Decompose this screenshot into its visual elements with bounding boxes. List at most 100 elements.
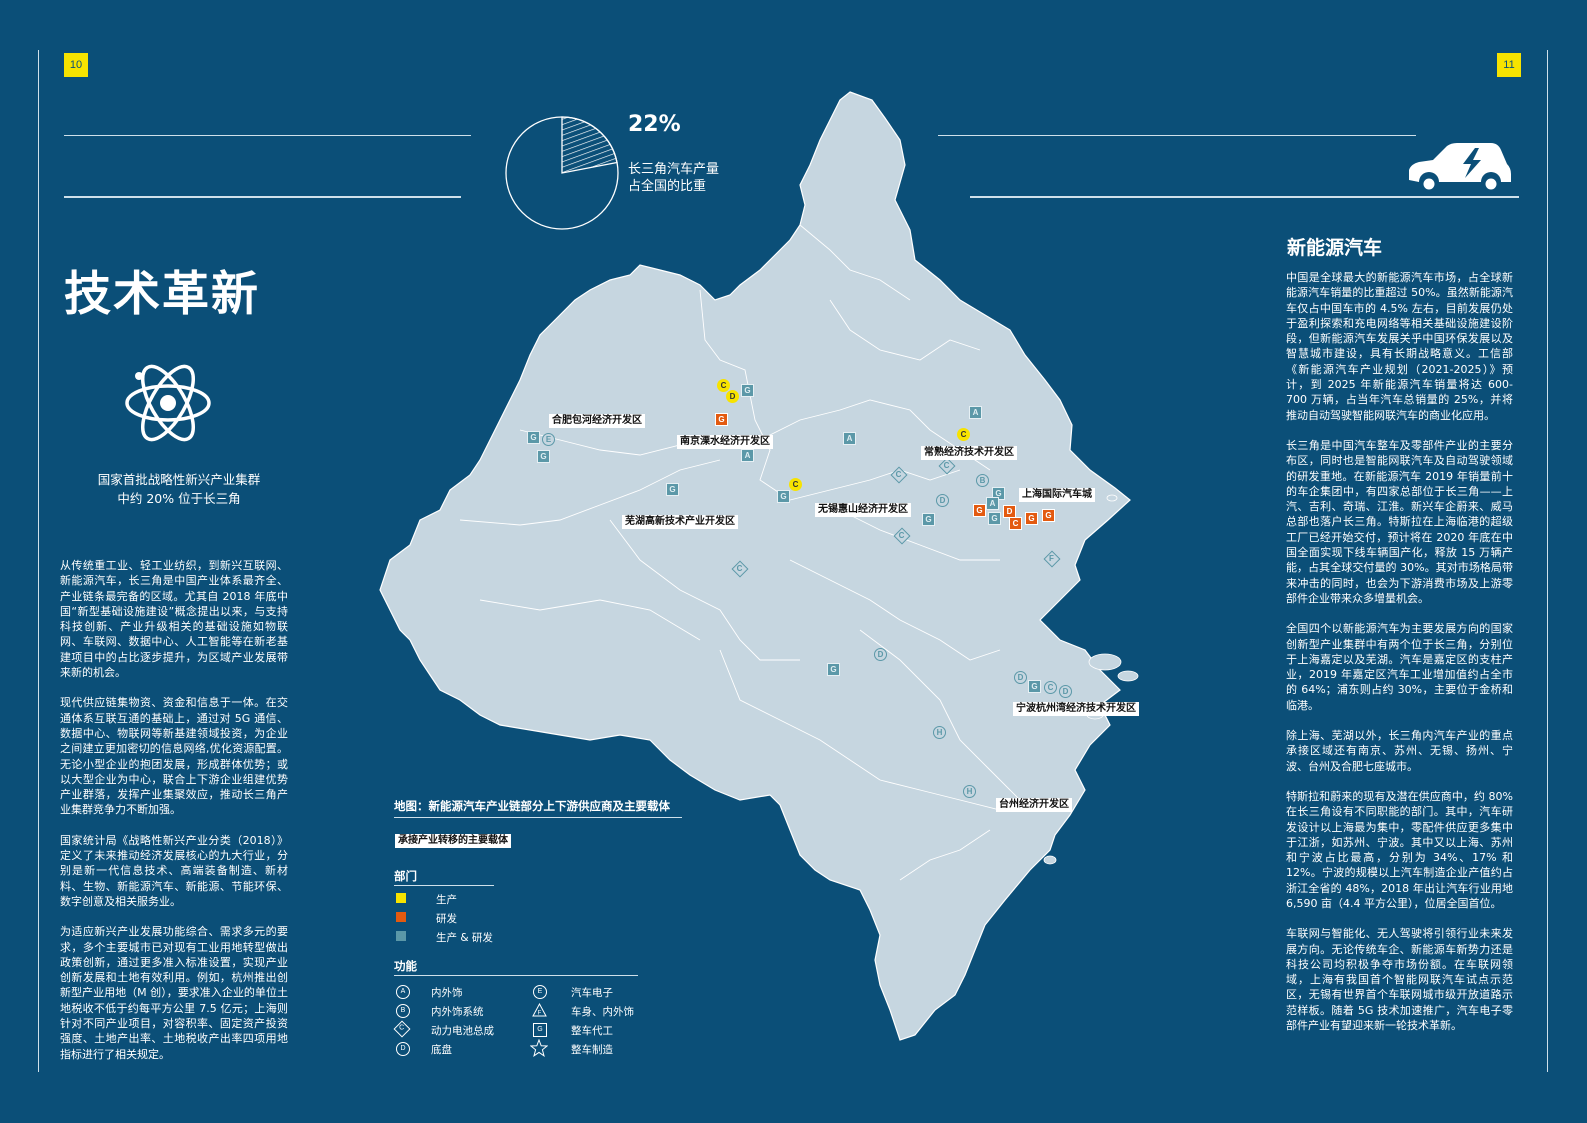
right-paragraph: 车联网与智能化、无人驾驶将引领行业未来发展方向。无论传统车企、新能源车新势力还是… [1286, 927, 1513, 1033]
legend-label-g: 整车代工 [571, 1025, 613, 1037]
left-border-line [38, 50, 39, 1072]
page-number-left: 10 [64, 53, 88, 77]
legend-department-heading: 部门 [394, 869, 417, 883]
marker-prod-rd-c: C [892, 468, 905, 481]
marker-rd-g: G [1042, 509, 1055, 522]
zone-label-changshu: 常熟经济技术开发区 [921, 446, 1017, 460]
legend-icon-e: E [533, 985, 547, 999]
region-landmass [379, 91, 1131, 1041]
marker-production-c: C [957, 428, 970, 441]
right-body-text: 中国是全球最大的新能源汽车市场，占全球新能源汽车销量的比重超过 50%。虽然新能… [1286, 270, 1513, 1048]
marker-prod-rd-g: G [988, 512, 1001, 525]
marker-prod-rd-g: G [922, 513, 935, 526]
marker-prod-rd-c: C [1044, 681, 1057, 694]
marker-prod-rd-f: F [1045, 552, 1058, 565]
marker-prod-rd-d: D [1059, 685, 1072, 698]
legend-swatch-rd [396, 912, 406, 922]
legend-label-production: 生产 [436, 894, 457, 906]
legend-function-heading: 功能 [394, 959, 417, 973]
zone-label-ningbo: 宁波杭州湾经济技术开发区 [1013, 702, 1139, 716]
stat-value: 22% [628, 112, 681, 137]
stat-label-line1: 长三角汽车产量 [628, 162, 720, 177]
map-title: 地图：新能源汽车产业链部分上下游供应商及主要载体 [394, 799, 670, 813]
marker-prod-rd-g: G [1028, 680, 1041, 693]
left-body-text: 从传统重工业、轻工业纺织，到新兴互联网、新能源汽车，长三角是中国产业体系最齐全、… [60, 558, 288, 1077]
legend-label-f: 车身、内外饰 [571, 1006, 634, 1018]
right-paragraph: 特斯拉和蔚来的现有及潜在供应商中，约 80% 在长三角设有不同职能的部门。其中，… [1286, 789, 1513, 910]
divider-right-bottom [970, 196, 1519, 198]
legend-label-rd: 研发 [436, 913, 457, 925]
page-title: 技术革新 [64, 267, 260, 322]
marker-rd-g: G [973, 504, 986, 517]
legend-label-prod-rd: 生产 & 研发 [436, 932, 493, 944]
marker-prod-rd-a: A [741, 449, 754, 462]
marker-prod-rd-c: C [733, 562, 746, 575]
right-paragraph: 全国四个以新能源汽车为主要发展方向的国家创新型产业集群中有两个位于长三角，分别位… [1286, 622, 1513, 712]
zone-label-nanjing: 南京溧水经济开发区 [677, 435, 773, 449]
legend-zone-sample: 承接产业转移的主要载体 [395, 834, 511, 848]
marker-prod-rd-g: G [666, 483, 679, 496]
atom-caption-line1: 国家首批战略性新兴产业集群 [97, 472, 261, 487]
yangtze-delta-map [379, 91, 1139, 1041]
marker-rd-g: G [715, 413, 728, 426]
right-border-line [1547, 50, 1548, 1072]
zone-label-taizhou: 台州经济开发区 [996, 798, 1072, 812]
stat-label-line2: 占全国的比重 [628, 179, 707, 194]
marker-prod-rd-c: C [895, 529, 908, 542]
stat-label: 长三角汽车产量 占全国的比重 [628, 161, 768, 195]
section-heading: 新能源汽车 [1287, 237, 1383, 259]
marker-rd-d: D [1003, 505, 1016, 518]
right-paragraph: 长三角是中国汽车整车及零部件产业的主要分布区，同时也是智能网联汽车及自动驾驶领域… [1286, 438, 1513, 605]
legend-icon-f: F [532, 1003, 547, 1017]
pie-slice-share [561, 116, 618, 174]
marker-prod-rd-h: H [933, 726, 946, 739]
zone-label-shanghai: 上海国际汽车城 [1019, 488, 1095, 502]
marker-prod-rd-a: A [986, 497, 999, 510]
page-number-right: 11 [1497, 53, 1521, 77]
marker-production-c: C [717, 379, 730, 392]
legend-function-rule [394, 975, 638, 976]
legend-icon-h [530, 1039, 548, 1057]
marker-prod-rd-a: A [969, 406, 982, 419]
left-paragraph: 现代供应链集物资、资金和信息于一体。在交通体系互联互通的基础上，通过对 5G 通… [60, 696, 288, 817]
svg-text:F: F [538, 1011, 542, 1017]
divider-left-bottom [64, 196, 461, 198]
marker-production-c: C [789, 478, 802, 491]
zone-label-hefei: 合肥包河经济开发区 [549, 414, 645, 428]
marker-prod-rd-d: D [874, 648, 887, 661]
legend-label-h: 整车制造 [571, 1044, 613, 1056]
marker-prod-rd-a: A [843, 432, 856, 445]
right-paragraph: 除上海、芜湖以外，长三角内汽车产业的重点承接区域还有南京、苏州、无锡、扬州、宁波… [1286, 729, 1513, 773]
marker-prod-rd-g: G [827, 663, 840, 676]
left-paragraph: 从传统重工业、轻工业纺织，到新兴互联网、新能源汽车，长三角是中国产业体系最齐全、… [60, 559, 288, 680]
divider-left-top [64, 135, 471, 136]
left-paragraph: 国家统计局《战略性新兴产业分类（2018）》定义了未来推动经济发展核心的九大行业… [60, 833, 288, 908]
zone-label-wuxi: 无锡惠山经济开发区 [815, 503, 911, 517]
marker-rd-g: G [1025, 512, 1038, 525]
map-title-underline [394, 817, 682, 818]
right-paragraph: 中国是全球最大的新能源汽车市场，占全球新能源汽车销量的比重超过 50%。虽然新能… [1286, 271, 1513, 422]
atom-caption-line2: 中约 20% 位于长三角 [117, 491, 241, 506]
marker-prod-rd-d: D [936, 494, 949, 507]
legend-department-rule [394, 885, 494, 886]
marker-prod-rd-g: G [527, 431, 540, 444]
legend-label-b: 内外饰系统 [431, 1006, 484, 1018]
marker-rd-c: C [1009, 517, 1022, 530]
marker-prod-rd-h: H [963, 785, 976, 798]
divider-right-top [938, 135, 1416, 136]
marker-prod-rd-g: G [537, 450, 550, 463]
legend-label-d: 底盘 [431, 1044, 452, 1056]
legend-label-e: 汽车电子 [571, 987, 613, 999]
marker-prod-rd-g: G [777, 490, 790, 503]
region-boundaries [459, 224, 1041, 881]
legend-icon-d: D [396, 1042, 410, 1056]
left-paragraph: 为适应新兴产业发展功能综合、需求多元的要求，多个主要城市已对现有工业用地转型做出… [60, 925, 288, 1061]
legend-icon-g: G [533, 1023, 547, 1037]
zone-label-wuhu: 芜湖高新技术产业开发区 [622, 515, 738, 529]
legend-icon-b: B [396, 1004, 410, 1018]
marker-prod-rd-b: B [976, 474, 989, 487]
car-lightning-icon [1409, 143, 1511, 193]
legend-swatch-production [396, 893, 406, 903]
atom-icon [125, 364, 211, 442]
pie-chart-icon [505, 116, 619, 230]
